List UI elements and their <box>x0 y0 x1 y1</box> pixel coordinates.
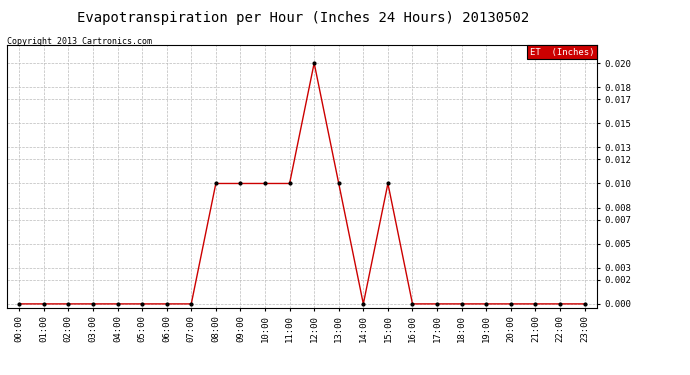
Text: Copyright 2013 Cartronics.com: Copyright 2013 Cartronics.com <box>7 38 152 46</box>
Text: ET  (Inches): ET (Inches) <box>529 48 594 57</box>
Text: Evapotranspiration per Hour (Inches 24 Hours) 20130502: Evapotranspiration per Hour (Inches 24 H… <box>77 11 530 25</box>
